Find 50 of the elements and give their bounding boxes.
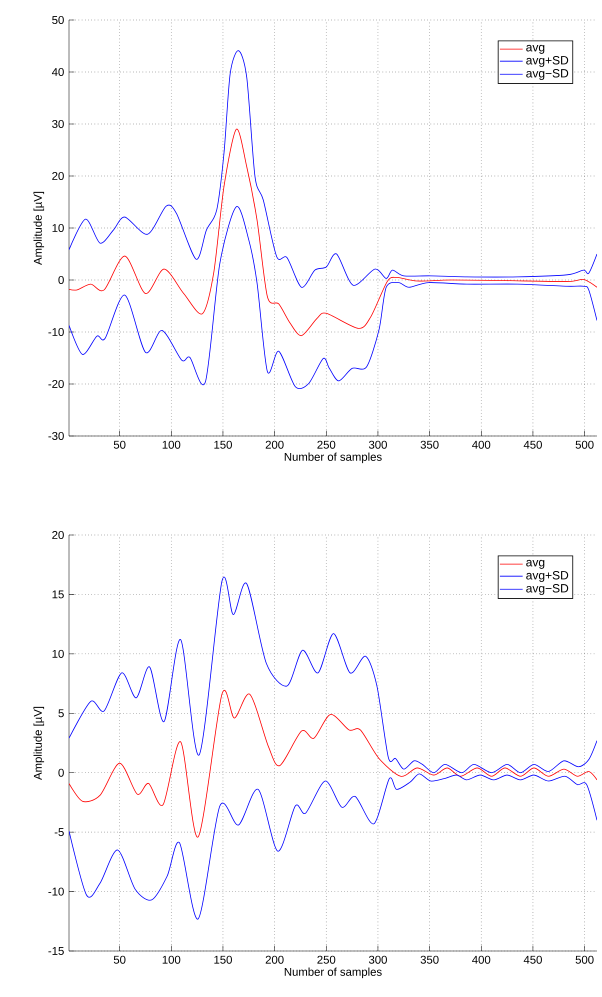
- y-tick-label: 0: [58, 768, 64, 777]
- x-axis-title: Number of samples: [284, 968, 382, 978]
- x-tick-label: 200: [266, 956, 284, 964]
- x-tick-label: 400: [472, 440, 490, 449]
- x-tick-label: 250: [317, 440, 336, 449]
- y-tick-label: -15: [48, 947, 64, 955]
- x-tick-label: 250: [317, 956, 336, 964]
- x-tick-label: 50: [114, 956, 126, 964]
- x-tick-label: 500: [576, 440, 594, 449]
- x-tick-label: 350: [420, 440, 439, 449]
- x-tick-label: 150: [214, 956, 232, 964]
- y-tick-label: -5: [54, 828, 64, 836]
- x-tick-label: 150: [214, 440, 232, 449]
- legend-label: avg: [526, 44, 544, 54]
- legend-label: avg+SD: [526, 56, 568, 67]
- x-tick-label: 400: [472, 956, 490, 964]
- y-tick-label: -10: [48, 328, 64, 336]
- legend-label: avg+SD: [526, 570, 568, 582]
- legend-label: avg−SD: [526, 584, 568, 595]
- y-tick-label: 40: [52, 68, 64, 76]
- x-tick-label: 200: [266, 440, 284, 449]
- y-tick-label: 30: [52, 120, 64, 128]
- line-series: [69, 128, 597, 336]
- y-tick-label: 10: [52, 650, 64, 658]
- x-tick-label: 350: [420, 956, 439, 964]
- x-tick-label: 500: [576, 956, 594, 964]
- y-axis-title: Amplitude [µV]: [34, 706, 44, 780]
- x-tick-label: 450: [524, 440, 542, 449]
- y-tick-label: 50: [52, 16, 64, 24]
- y-tick-label: 20: [52, 531, 64, 540]
- line-series: [69, 206, 597, 388]
- x-tick-label: 100: [162, 956, 180, 964]
- y-tick-label: 0: [58, 276, 64, 284]
- y-tick-label: 20: [52, 172, 64, 180]
- x-tick-label: 100: [162, 440, 180, 449]
- line-series: [69, 774, 597, 920]
- y-tick-label: -30: [48, 432, 64, 440]
- legend-label: avg−SD: [526, 69, 568, 80]
- x-tick-label: 450: [524, 956, 542, 964]
- x-tick-label: 50: [114, 440, 126, 449]
- legend-label: avg: [526, 560, 544, 569]
- y-tick-label: -20: [48, 380, 64, 388]
- x-axis-title: Number of samples: [284, 452, 382, 464]
- y-tick-label: 15: [52, 590, 64, 598]
- x-tick-label: 300: [368, 440, 387, 449]
- y-tick-label: -10: [48, 888, 64, 896]
- y-tick-label: 5: [58, 709, 64, 718]
- y-axis-title: Amplitude [µV]: [34, 192, 44, 265]
- x-tick-label: 300: [368, 956, 387, 964]
- y-tick-label: 10: [52, 224, 64, 232]
